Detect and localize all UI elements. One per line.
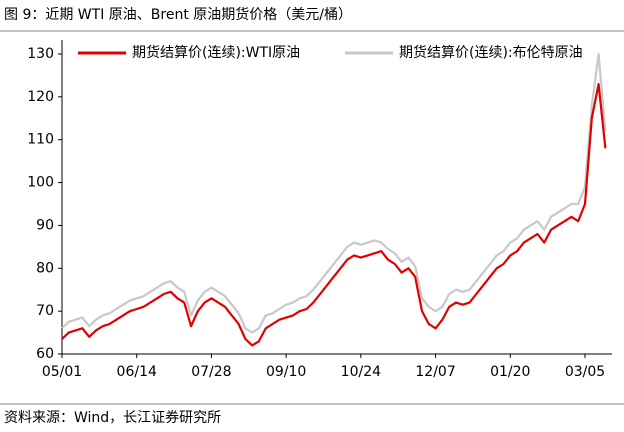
- y-tick-label: 80: [36, 260, 54, 276]
- x-tick-label: 07/28: [191, 364, 231, 380]
- chart-title: 图 9：近期 WTI 原油、Brent 原油期货价格（美元/桶）: [4, 6, 352, 23]
- x-tick-label: 09/10: [266, 364, 306, 380]
- x-tick-label: 03/05: [565, 364, 605, 380]
- series-line: [61, 82, 607, 347]
- y-tick-label: 90: [36, 217, 54, 233]
- y-tick-label: 110: [27, 132, 54, 148]
- y-tick-label: 100: [27, 175, 54, 191]
- y-tick-label: 60: [36, 346, 54, 362]
- legend-label: 期货结算价(连续):WTI原油: [132, 44, 300, 61]
- x-tick-label: 10/24: [341, 364, 381, 380]
- x-tick-label: 06/14: [117, 364, 157, 380]
- x-tick-label: 12/07: [415, 364, 455, 380]
- y-tick-label: 130: [27, 46, 54, 62]
- x-tick-label: 01/20: [490, 364, 530, 380]
- source: 资料来源：Wind，长江证券研究所: [4, 410, 221, 426]
- series-line: [61, 52, 607, 334]
- legend-label: 期货结算价(连续):布伦特原油: [399, 44, 583, 61]
- x-tick-label: 05/01: [42, 364, 82, 380]
- y-tick-label: 120: [27, 89, 54, 105]
- y-tick-label: 70: [36, 303, 54, 319]
